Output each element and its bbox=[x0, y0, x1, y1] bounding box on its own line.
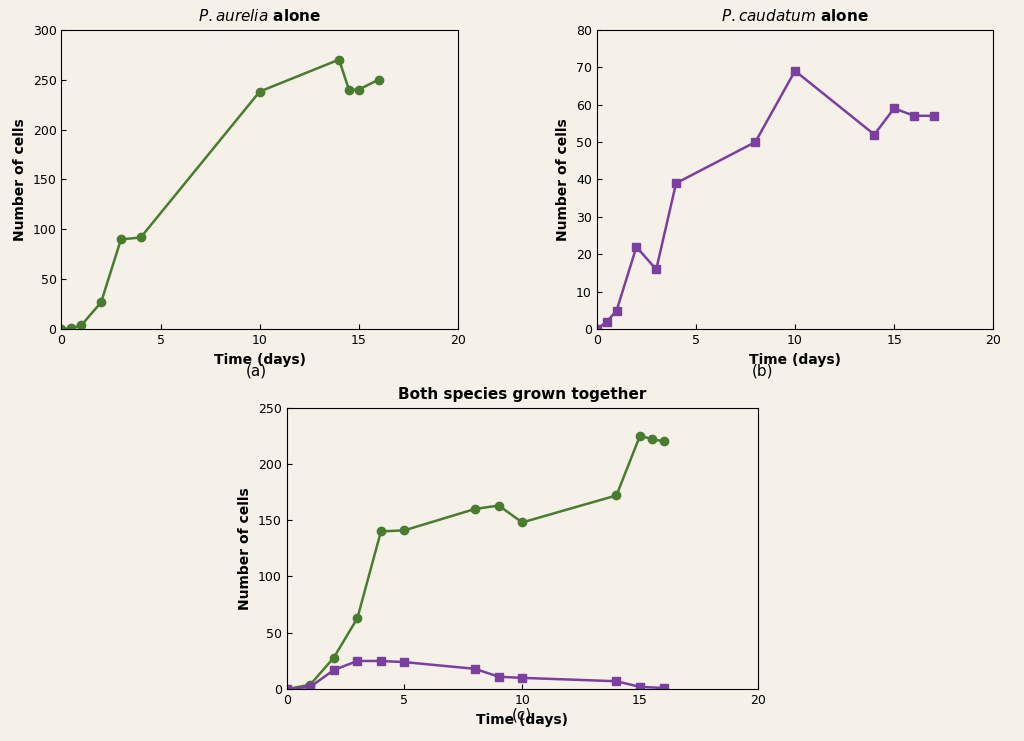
Text: (c): (c) bbox=[512, 708, 532, 722]
Y-axis label: Number of cells: Number of cells bbox=[13, 118, 28, 241]
X-axis label: Time (days): Time (days) bbox=[214, 353, 306, 367]
Text: (b): (b) bbox=[753, 363, 773, 378]
Title: $\it{P. caudatum}$ alone: $\it{P. caudatum}$ alone bbox=[721, 8, 869, 24]
X-axis label: Time (days): Time (days) bbox=[749, 353, 841, 367]
Text: (a): (a) bbox=[246, 363, 266, 378]
X-axis label: Time (days): Time (days) bbox=[476, 713, 568, 726]
Y-axis label: Number of cells: Number of cells bbox=[239, 487, 253, 610]
Y-axis label: Number of cells: Number of cells bbox=[556, 118, 570, 241]
Title: $\it{P. aurelia}$ alone: $\it{P. aurelia}$ alone bbox=[198, 8, 322, 24]
Title: Both species grown together: Both species grown together bbox=[398, 388, 646, 402]
